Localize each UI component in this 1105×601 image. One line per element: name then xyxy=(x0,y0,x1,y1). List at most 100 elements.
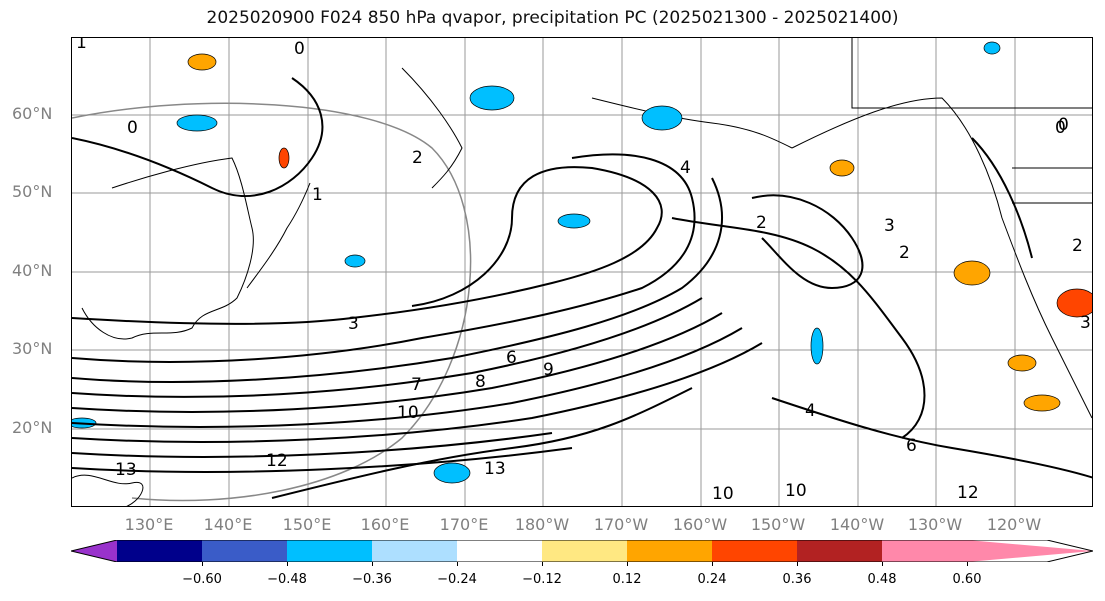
contour-label: 0 xyxy=(1058,115,1069,135)
lon-label-170w: 170°W xyxy=(593,515,649,534)
contour-0 xyxy=(72,77,324,197)
contour-label: 12 xyxy=(957,483,979,503)
colorbar-tickmark xyxy=(797,562,798,566)
contour-6 xyxy=(72,177,723,383)
lon-label-130w: 130°W xyxy=(907,515,963,534)
graticule xyxy=(72,38,1092,506)
us-state-borders xyxy=(1012,167,1092,204)
contour-label: 13 xyxy=(484,459,506,479)
colorbar-tick-label: −0.60 xyxy=(182,572,222,587)
lat-label-20n: 20°N xyxy=(12,418,53,437)
colorbar-tick-label: −0.24 xyxy=(437,572,477,587)
contour-7 xyxy=(72,297,703,398)
lon-label-140e: 140°E xyxy=(203,515,253,534)
contour-label: 7 xyxy=(411,375,422,395)
precip-negative-patch xyxy=(641,105,683,131)
kamchatka-coastline xyxy=(401,67,463,189)
colorbar-segment xyxy=(797,540,882,562)
contour-south-east xyxy=(771,397,1092,479)
circle-outline xyxy=(72,102,472,502)
colorbar-segment xyxy=(627,540,712,562)
lon-label-160w: 160°W xyxy=(672,515,728,534)
lon-label-150e: 150°E xyxy=(282,515,332,534)
contour-label: 3 xyxy=(1080,313,1091,333)
lon-label-160e: 160°E xyxy=(360,515,410,534)
contour-label: 2 xyxy=(412,148,423,168)
contour-label: 6 xyxy=(906,436,917,456)
contour-label: 3 xyxy=(348,314,359,334)
lat-label-30n: 30°N xyxy=(12,339,53,358)
contour-label: 1 xyxy=(312,185,323,205)
colorbar-segment xyxy=(71,540,117,562)
precip-positive-patch xyxy=(829,159,855,177)
contour-label: 9 xyxy=(543,360,554,380)
lon-label-130e: 130°E xyxy=(124,515,174,534)
precip-negative-patch xyxy=(433,462,471,484)
contour-label: 2 xyxy=(899,243,910,263)
contour-label: 0 xyxy=(1055,118,1066,138)
contour-13 xyxy=(72,447,573,473)
colorbar-segment xyxy=(712,540,797,562)
colorbar-tickmark xyxy=(202,562,203,566)
colorbar-tickmark xyxy=(627,562,628,566)
precip-positive-patch xyxy=(187,53,217,71)
map-panel: 0 0 0 0 1 1 2 2 2 2 3 3 3 4 4 6 6 7 8 9 … xyxy=(71,37,1093,507)
contour-label: 3 xyxy=(884,216,895,236)
contour-label: 13 xyxy=(115,460,137,480)
contour-2-loop xyxy=(751,194,864,290)
coastlines xyxy=(72,38,1092,506)
colorbar-tickmark xyxy=(712,562,713,566)
precip-positive-patch xyxy=(1023,394,1061,412)
colorbar-tick-label: 0.24 xyxy=(697,572,727,587)
contour-8 xyxy=(72,312,723,413)
contour-label: 0 xyxy=(294,39,305,59)
lon-label-120w: 120°W xyxy=(986,515,1042,534)
precip-negative-patch xyxy=(557,213,591,229)
contour-label: 0 xyxy=(127,118,138,138)
lat-label-50n: 50°N xyxy=(12,182,53,201)
contour-label: 10 xyxy=(712,484,734,504)
contour-east-loop xyxy=(671,217,926,439)
precip-positive-patch xyxy=(1007,354,1037,372)
colorbar-tickmark xyxy=(372,562,373,566)
precip-positive-patch xyxy=(1056,288,1092,318)
colorbar-tickmark xyxy=(287,562,288,566)
precip-positive-patch xyxy=(278,147,290,169)
north-america-coastline xyxy=(791,97,1092,419)
map-title: 2025020900 F024 850 hPa qvapor, precipit… xyxy=(206,8,899,28)
asia-coastline xyxy=(81,157,254,340)
canada-border xyxy=(851,38,1092,109)
colorbar-segment xyxy=(967,540,1093,562)
map-canvas: 0 0 0 0 1 1 2 2 2 2 3 3 3 4 4 6 6 7 8 9 … xyxy=(72,38,1092,506)
contour-label: 10 xyxy=(785,481,807,501)
lat-label-40n: 40°N xyxy=(12,261,53,280)
lon-label-140w: 140°W xyxy=(829,515,885,534)
colorbar-tick-label: 0.12 xyxy=(612,572,642,587)
contour-label: 2 xyxy=(1072,236,1083,256)
qvapor-contours xyxy=(72,77,1092,499)
colorbar-segment xyxy=(372,540,457,562)
contour-4 xyxy=(72,153,696,363)
contour-east-coast xyxy=(971,137,1033,259)
colorbar-tickmark xyxy=(967,562,968,566)
precip-negative-patch xyxy=(344,254,366,268)
colorbar-tick-label: −0.12 xyxy=(522,572,562,587)
colorbar-segment xyxy=(457,540,542,562)
colorbar xyxy=(71,540,1093,562)
lat-label-60n: 60°N xyxy=(12,104,53,123)
colorbar-tick-label: 0.36 xyxy=(782,572,812,587)
colorbar-tickmark xyxy=(542,562,543,566)
colorbar-tick-label: 0.48 xyxy=(867,572,897,587)
precip-patches xyxy=(72,41,1092,484)
contour-labels: 0 0 0 0 1 1 2 2 2 2 3 3 3 4 4 6 6 7 8 9 … xyxy=(76,38,1091,504)
colorbar-segment xyxy=(202,540,287,562)
contour-label: 12 xyxy=(266,451,288,471)
colorbar-tick-label: 0.60 xyxy=(952,572,982,587)
contour-label: 10 xyxy=(397,403,419,423)
contour-label: 6 xyxy=(506,348,517,368)
aleutian-chain xyxy=(591,97,793,149)
colorbar-segment xyxy=(542,540,627,562)
colorbar-segment xyxy=(117,540,202,562)
precip-positive-patch xyxy=(953,260,991,286)
contour-12 xyxy=(72,432,553,458)
